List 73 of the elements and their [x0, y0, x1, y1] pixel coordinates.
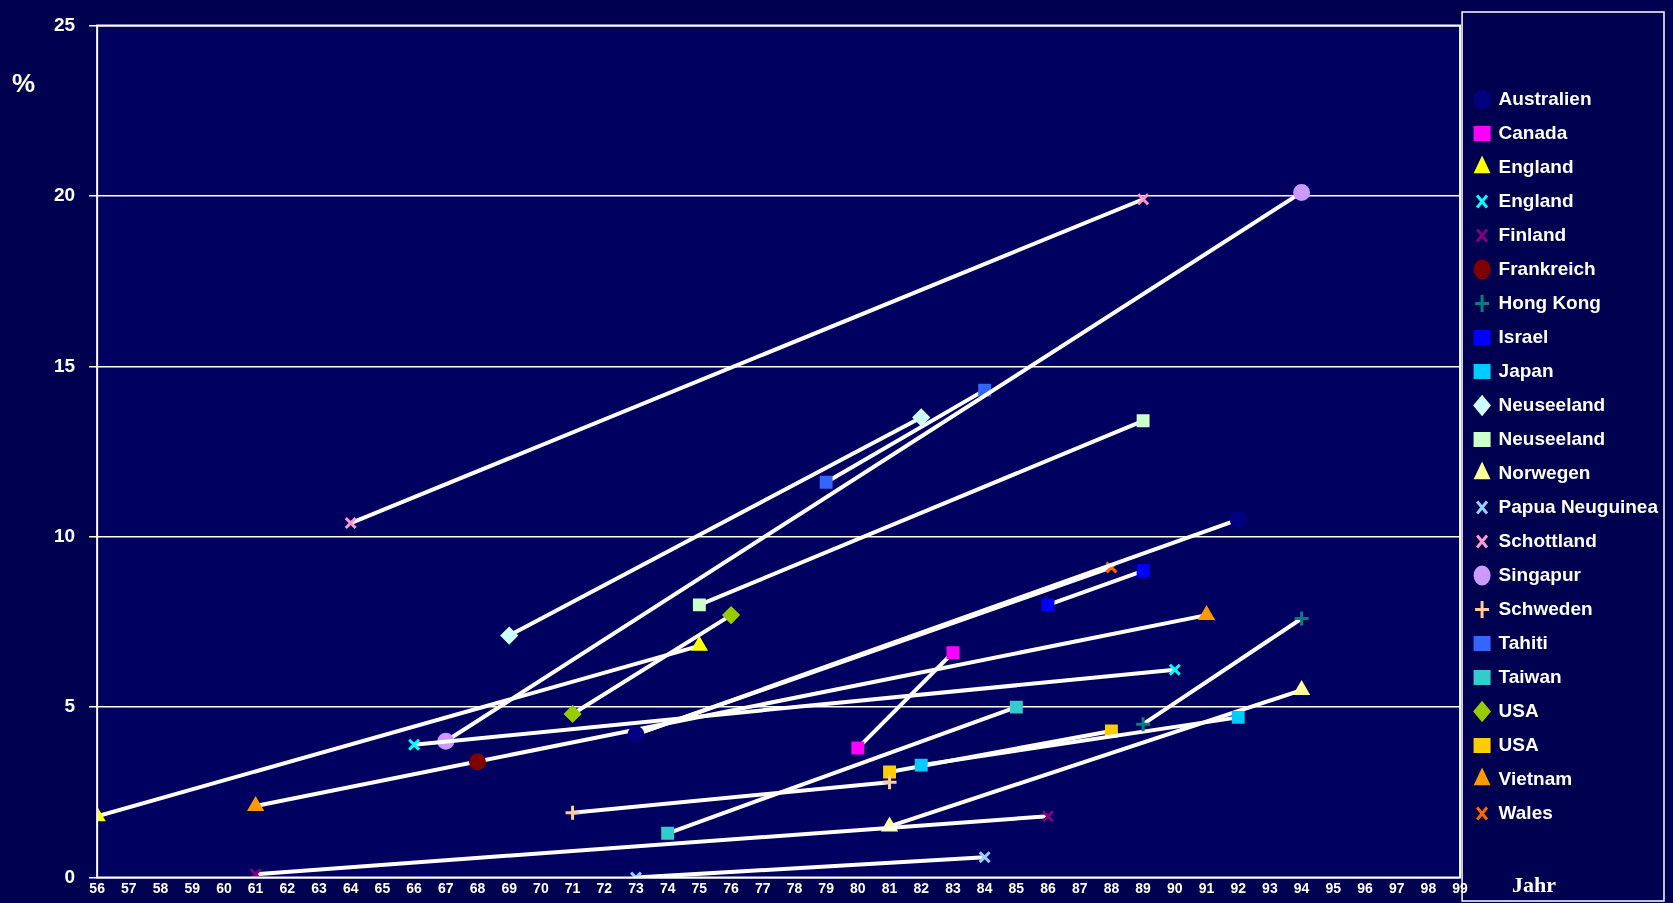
x-tick-label: 94 [1293, 879, 1310, 896]
legend-label: Canada [1498, 121, 1568, 143]
x-tick-label: 63 [311, 879, 328, 896]
legend-label: Norwegen [1498, 461, 1591, 483]
legend-label: Schottland [1498, 529, 1597, 551]
x-tick-label: 88 [1103, 879, 1120, 896]
x-tick-label: 92 [1230, 879, 1247, 896]
x-tick-label: 84 [976, 879, 993, 896]
legend-label: Wales [1498, 801, 1553, 823]
x-tick-label: 96 [1357, 879, 1373, 896]
legend-label: Vietnam [1498, 767, 1573, 789]
x-tick-label: 87 [1071, 879, 1088, 896]
x-tick-label: 58 [152, 879, 169, 896]
x-tick-label: 65 [374, 879, 391, 896]
x-tick-label: 80 [850, 879, 866, 896]
x-tick-label: 66 [406, 879, 423, 896]
x-tick-label: 98 [1420, 879, 1437, 896]
x-tick-label: 57 [121, 879, 137, 896]
y-axis-title: % [12, 68, 36, 99]
x-tick-label: 62 [279, 879, 296, 896]
x-tick-label: 61 [247, 879, 264, 896]
x-tick-label: 64 [342, 879, 359, 896]
x-tick-label: 72 [596, 879, 613, 896]
x-axis-title: Jahr [1512, 871, 1557, 897]
y-tick-label: 15 [53, 354, 76, 376]
legend-label: Australien [1498, 87, 1592, 109]
x-tick-label: 60 [216, 879, 232, 896]
x-tick-label: 83 [945, 879, 961, 896]
x-tick-label: 89 [1135, 879, 1152, 896]
x-tick-label: 59 [184, 879, 201, 896]
x-tick-label: 78 [786, 879, 803, 896]
y-tick-label: 5 [64, 695, 76, 717]
legend-label: Schweden [1498, 597, 1593, 619]
x-tick-label: 81 [881, 879, 898, 896]
y-tick-label: 20 [53, 184, 76, 206]
legend-label: Taiwan [1498, 665, 1562, 687]
x-tick-label: 77 [754, 879, 771, 896]
x-tick-label: 70 [533, 879, 549, 896]
legend-label: Papua Neuguinea [1498, 495, 1659, 517]
legend-label: Frankreich [1498, 257, 1596, 279]
legend-label: Finland [1498, 223, 1567, 245]
x-tick-label: 74 [659, 879, 676, 896]
legend-label: USA [1498, 733, 1539, 755]
legend-label: Tahiti [1498, 631, 1548, 653]
x-tick-label: 73 [628, 879, 644, 896]
x-tick-label: 68 [469, 879, 486, 896]
legend-label: Neuseeland [1498, 393, 1606, 415]
legend-label: Singapur [1498, 563, 1582, 585]
x-tick-label: 93 [1262, 879, 1278, 896]
legend-label: Japan [1498, 359, 1554, 381]
legend-label: Hong Kong [1498, 291, 1601, 313]
y-tick-label: 0 [64, 865, 76, 887]
y-tick-label: 25 [53, 13, 76, 35]
x-tick-label: 90 [1167, 879, 1183, 896]
x-tick-label: 95 [1325, 879, 1342, 896]
x-tick-label: 79 [818, 879, 835, 896]
legend-label: Israel [1498, 325, 1549, 347]
x-tick-label: 76 [723, 879, 740, 896]
legend-label: England [1498, 155, 1574, 177]
x-tick-label: 86 [1040, 879, 1057, 896]
x-tick-label: 67 [438, 879, 454, 896]
x-tick-label: 71 [564, 879, 581, 896]
x-tick-label: 69 [501, 879, 518, 896]
y-tick-label: 10 [53, 524, 76, 546]
x-tick-label: 97 [1388, 879, 1405, 896]
legend-label: Neuseeland [1498, 427, 1606, 449]
x-tick-label: 91 [1198, 879, 1215, 896]
x-tick-label: 85 [1008, 879, 1025, 896]
x-tick-label: 75 [691, 879, 708, 896]
legend-label: England [1498, 189, 1574, 211]
x-tick-label: 82 [913, 879, 930, 896]
x-tick-label: 56 [89, 879, 106, 896]
legend-label: USA [1498, 699, 1539, 721]
